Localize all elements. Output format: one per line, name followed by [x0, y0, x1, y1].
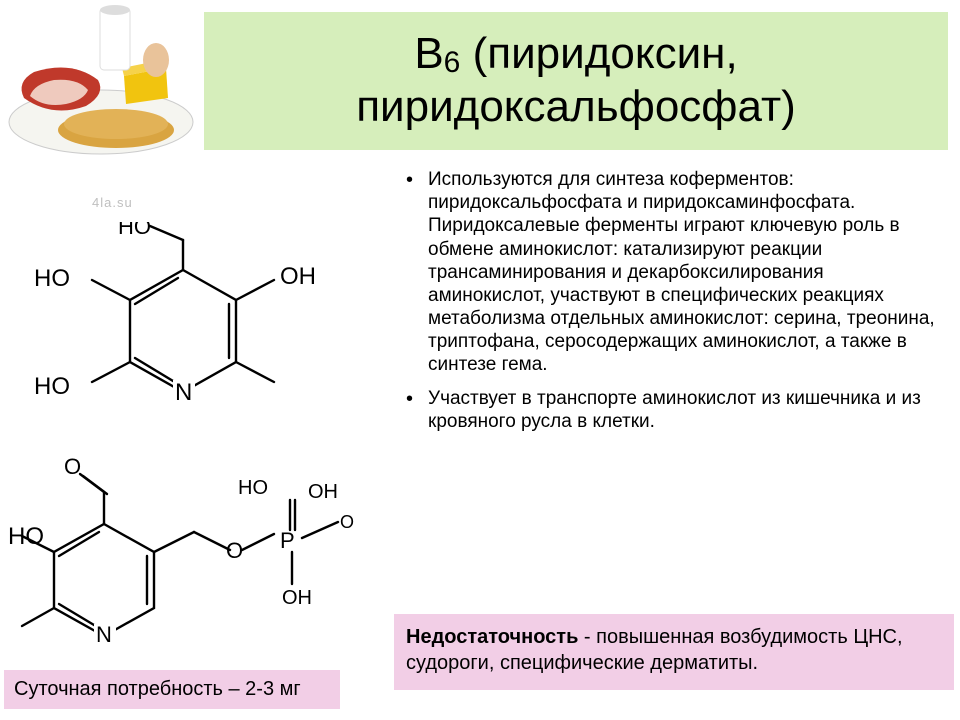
- page-title: В6 (пиридоксин, пиридоксальфосфат): [224, 28, 928, 134]
- title-bar: В6 (пиридоксин, пиридоксальфосфат): [204, 12, 948, 150]
- daily-dose-text: Суточная потребность – 2-3 мг: [14, 678, 301, 700]
- daily-dose-box: Суточная потребность – 2-3 мг: [4, 670, 340, 709]
- label-p: P: [280, 528, 295, 553]
- body-text: Используются для синтеза коферментов: пи…: [400, 168, 940, 443]
- label-ho-p1: HO: [238, 477, 268, 499]
- bullet-1: Используются для синтеза коферментов: пи…: [400, 168, 940, 377]
- watermark: 4la.su: [92, 195, 133, 210]
- label-oh-p2: OH: [308, 481, 338, 503]
- label-ho3: HO: [118, 222, 151, 239]
- label-n2: N: [96, 622, 112, 647]
- label-oh: OH: [280, 263, 316, 290]
- bullet-2: Участвует в транспорте аминокислот из ки…: [400, 387, 940, 433]
- deficiency-box: Недостаточность - повышенная возбудимост…: [394, 614, 954, 690]
- label-o-bridge: O: [226, 538, 243, 563]
- label-ho4: HO: [8, 523, 44, 550]
- label-oh-p3: OH: [282, 587, 312, 609]
- label-o-p: O: [340, 512, 354, 532]
- title-subscript: 6: [444, 46, 461, 79]
- deficiency-lead: Недостаточность: [406, 626, 578, 648]
- label-o-ald: O: [64, 454, 81, 479]
- food-sources-illustration: [6, 2, 206, 172]
- label-ho: HO: [34, 265, 70, 292]
- label-ho2: HO: [34, 373, 70, 400]
- title-vitamin: В: [414, 29, 443, 78]
- label-n: N: [175, 379, 192, 406]
- pyridoxal-phosphate-structure: O HO N O P HO OH OH O: [8, 452, 368, 670]
- pyridoxine-structure: HO OH HO HO N: [18, 222, 348, 440]
